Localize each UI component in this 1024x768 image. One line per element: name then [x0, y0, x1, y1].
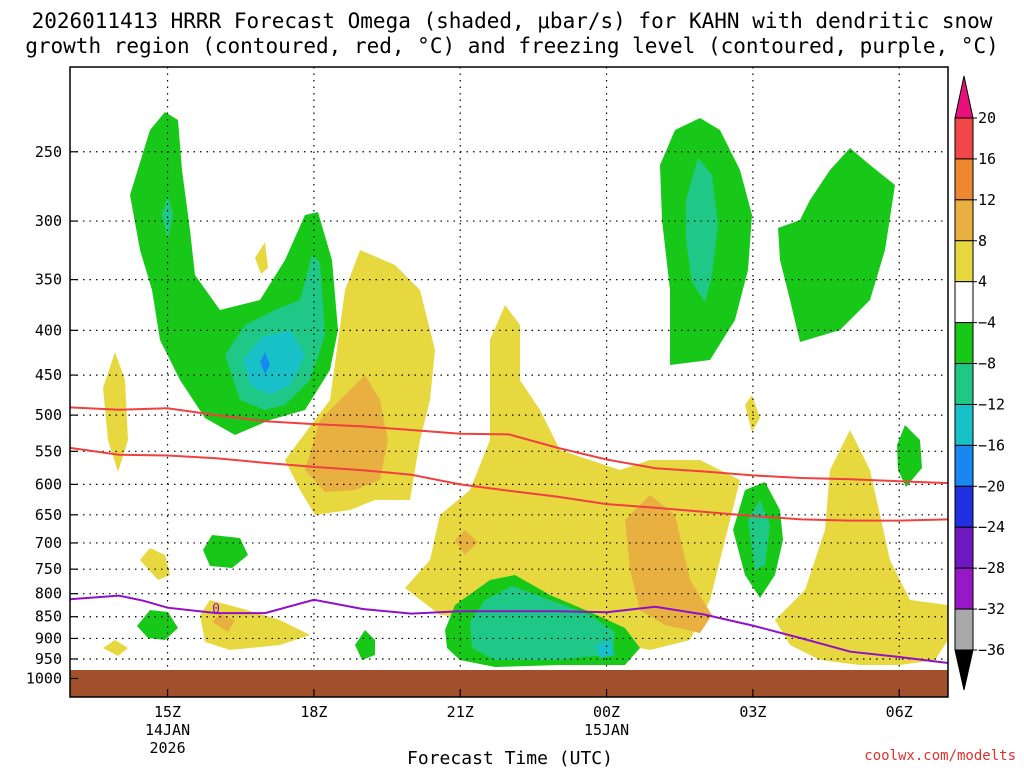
plot-area: 0	[69, 66, 949, 698]
x-tick-year-label: 2026	[149, 739, 185, 757]
omega-extreme-negative-region	[260, 352, 270, 374]
y-tick-label: 450	[35, 366, 62, 384]
omega-negative-region	[355, 630, 375, 660]
y-tick-label: 650	[35, 506, 62, 524]
colorbar-segment	[954, 608, 974, 651]
omega-strong-positive-region	[305, 375, 388, 492]
colorbar-label: 16	[978, 150, 996, 168]
y-tick-label: 350	[35, 271, 62, 289]
y-tick-label: 900	[35, 629, 62, 647]
colorbar-segment	[954, 281, 974, 324]
colorbar-label: −36	[978, 641, 1005, 659]
freezing-level-contour	[69, 594, 949, 664]
colorbar-segment	[954, 444, 974, 487]
colorbar-label: −8	[978, 355, 996, 373]
colorbar-segment	[954, 199, 974, 242]
colorbar-segment	[954, 567, 974, 610]
y-tick-label: 500	[35, 406, 62, 424]
colorbar-segment	[954, 322, 974, 365]
colorbar-segment	[954, 117, 974, 160]
y-tick-label: 850	[35, 608, 62, 626]
colorbar-segment	[954, 363, 974, 405]
colorbar-label: −32	[978, 600, 1005, 618]
x-axis-label: Forecast Time (UTC)	[407, 748, 613, 768]
chart-title-line1: 2026011413 HRRR Forecast Omega (shaded, …	[32, 9, 993, 33]
y-tick-label: 1000	[26, 669, 62, 687]
omega-positive-region	[103, 640, 128, 656]
omega-very-strong-negative-region	[595, 640, 615, 658]
plot-frame	[69, 66, 949, 698]
x-tick-label: 21Z	[447, 703, 474, 721]
colorbar-label: 8	[978, 232, 987, 250]
omega-strong-negative-region	[686, 158, 718, 302]
colorbar-segment	[954, 240, 974, 283]
colorbar-label: −28	[978, 559, 1005, 577]
y-tick-label: 800	[35, 585, 62, 603]
colorbar-segment	[954, 485, 974, 528]
colorbar-top-arrow	[954, 75, 974, 119]
x-tick-label: 03Z	[739, 703, 766, 721]
colorbar-label: −20	[978, 477, 1005, 495]
colorbar-label: 4	[978, 273, 987, 291]
omega-strong-negative-region	[470, 586, 615, 660]
y-tick-label: 250	[35, 143, 62, 161]
omega-positive-region	[255, 242, 268, 274]
dendritic-growth-upper-contour	[69, 406, 949, 485]
colorbar-label: −16	[978, 436, 1005, 454]
x-tick-date-label: 14JAN	[145, 721, 190, 739]
colorbar-label: 20	[978, 109, 996, 127]
omega-positive-region	[775, 430, 948, 665]
y-tick-label: 550	[35, 442, 62, 460]
colorbar-label: −24	[978, 518, 1005, 536]
colorbar-bottom-arrow	[954, 649, 974, 691]
y-tick-label: 400	[35, 321, 62, 339]
omega-negative-region	[778, 148, 895, 342]
ground-surface	[70, 670, 948, 697]
freezing-level-label: 0	[212, 602, 220, 617]
omega-strong-positive-region	[625, 495, 712, 633]
colorbar-segment	[954, 403, 974, 446]
y-tick-label: 600	[35, 475, 62, 493]
colorbar-legend: 20 16 12 8 4 −4 −8 −12 −16 −20 −24 −28 −32 −36	[954, 75, 1005, 691]
dendritic-growth-lower-contour	[69, 446, 949, 522]
x-tick-label: 18Z	[300, 703, 327, 721]
x-tick-date-label: 15JAN	[584, 721, 629, 739]
x-tick-label: 15Z	[154, 703, 181, 721]
x-tick-label: 06Z	[886, 703, 913, 721]
y-tick-label: 750	[35, 560, 62, 578]
chart-title-line2: growth region (contoured, red, °C) and f…	[25, 34, 999, 58]
credit-text: coolwx.com/modelts	[864, 748, 1016, 764]
omega-very-strong-negative-region	[243, 330, 305, 395]
y-tick-label: 950	[35, 650, 62, 668]
colorbar-segment	[954, 158, 974, 201]
y-tick-label: 300	[35, 212, 62, 230]
colorbar-label: −4	[978, 314, 996, 332]
y-tick-label: 700	[35, 534, 62, 552]
colorbar-label: −12	[978, 395, 1005, 413]
colorbar-label: 12	[978, 191, 996, 209]
omega-negative-region	[897, 425, 922, 487]
omega-strong-positive-region	[212, 614, 235, 632]
omega-positive-region	[103, 352, 128, 472]
x-tick-label: 00Z	[593, 703, 620, 721]
y-axis: 250 300 350 400 450 500 550 600 650 700 750 800 850 9…	[26, 143, 78, 687]
omega-positive-region	[745, 395, 760, 432]
omega-positive-region	[140, 548, 170, 580]
colorbar-segment	[954, 526, 974, 569]
